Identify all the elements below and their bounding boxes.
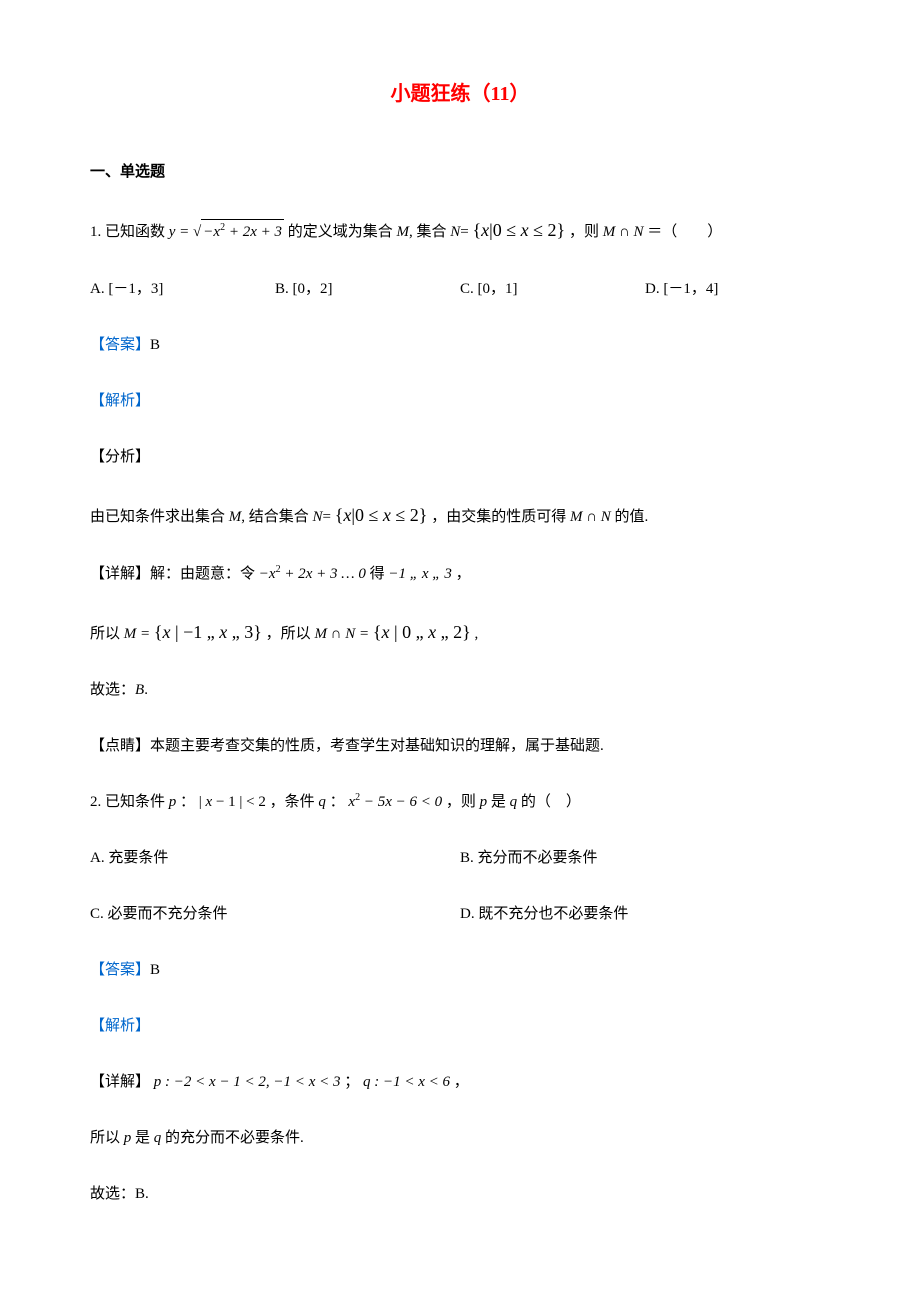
q1-detail-end1: ，: [456, 566, 471, 582]
q1-set: {x|0 ≤ x ≤ 2}: [473, 220, 566, 240]
q1-analysis-prefix: 由已知条件求出集合: [90, 509, 229, 525]
q1-detail-2: 所以 M = {x | −1 „ x „ 3} ，所以 M ∩ N = {x |…: [90, 618, 830, 647]
q2-l2-mid: 是: [135, 1130, 154, 1146]
q2-option-a: A. 充要条件: [90, 846, 460, 870]
q2-colon2: ：: [330, 794, 345, 810]
q2-cond-p: | x − 1 | < 2: [199, 794, 266, 810]
q1-dj-label: 【点睛】: [90, 738, 150, 754]
q1-mid1: 的定义域为集合: [288, 224, 397, 240]
q2-jiexi-label: 【解析】: [90, 1014, 830, 1038]
q2-detail-label: 【详解】: [90, 1074, 150, 1090]
q2-sep: ；: [344, 1074, 363, 1090]
q1-MN: M ∩ N: [603, 224, 644, 240]
q1-stem: 1. 已知函数 y = √−x2 + 2x + 3 的定义域为集合 M, 集合 …: [90, 216, 830, 245]
answer-label: 【答案】: [90, 337, 150, 353]
q2-l2-end: 的充分而不必要条件.: [165, 1130, 304, 1146]
q1-dj-text: 本题主要考查交集的性质，考查学生对基础知识的理解，属于基础题.: [150, 738, 604, 754]
q1-an-mid1: , 结合集合: [241, 509, 312, 525]
q1-line2-MN: M ∩ N =: [314, 626, 372, 642]
q2-option-c: C. 必要而不充分条件: [90, 902, 460, 926]
q1-analysis: 由已知条件求出集合 M, 结合集合 N= {x|0 ≤ x ≤ 2} ，由交集的…: [90, 501, 830, 530]
q1-comma: , 集合: [409, 224, 450, 240]
q1-concl-ans: B: [135, 682, 144, 698]
q1-M: M: [397, 224, 410, 240]
q1-detail-label: 【详解】解：由题意：令: [90, 566, 259, 582]
page-title: 小题狂练（11）: [90, 78, 830, 110]
q1-detail-expr2: −1 „ x „ 3: [388, 566, 451, 582]
q2-detail-end: ，: [454, 1074, 469, 1090]
y-eq: y =: [169, 224, 193, 240]
q1-fenxi-label: 【分析】: [90, 445, 830, 469]
q2-prefix: 2. 已知条件: [90, 794, 169, 810]
q2-answer-value: B: [150, 962, 160, 978]
q1-conclusion: 故选：B.: [90, 678, 830, 702]
q1-line2-mid: ，所以: [266, 626, 315, 642]
q2-answer-label: 【答案】: [90, 962, 150, 978]
q2-option-d: D. 既不充分也不必要条件: [460, 902, 830, 926]
q1-concl-dot: .: [144, 682, 148, 698]
q2-cond-q: x2 − 5x − 6 < 0: [348, 794, 442, 810]
q1-dianjing: 【点睛】本题主要考查交集的性质，考查学生对基础知识的理解，属于基础题.: [90, 734, 830, 758]
q1-concl-text: 故选：: [90, 682, 135, 698]
q2-line2: 所以 p 是 q 的充分而不必要条件.: [90, 1126, 830, 1150]
q1-detail-1: 【详解】解：由题意：令 −x2 + 2x + 3 … 0 得 −1 „ x „ …: [90, 562, 830, 586]
q2-mid1: ，条件: [270, 794, 319, 810]
q2-p2: p: [480, 794, 488, 810]
q2-l2-q: q: [154, 1130, 162, 1146]
q2-mid2: ，则: [446, 794, 480, 810]
q1-N: N: [450, 224, 460, 240]
q1-option-d: D. [－1，4]: [645, 277, 830, 301]
q2-detail-q: q : −1 < x < 6: [363, 1074, 450, 1090]
q1-an-set: {x|0 ≤ x ≤ 2}: [335, 505, 428, 525]
q1-line2-M: M =: [124, 626, 154, 642]
q1-option-b: B. [0，2]: [275, 277, 460, 301]
q2-detail: 【详解】 p : −2 < x − 1 < 2, −1 < x < 3 ； q …: [90, 1070, 830, 1094]
q2-mid3: 是: [491, 794, 510, 810]
q1-an-MN: M ∩ N: [570, 509, 611, 525]
q2-end: 的（ ）: [521, 794, 581, 810]
q1-an-N: N: [313, 509, 323, 525]
q1-option-c: C. [0，1]: [460, 277, 645, 301]
q2-colon1: ：: [180, 794, 195, 810]
q2-detail-p: p : −2 < x − 1 < 2, −1 < x < 3: [154, 1074, 341, 1090]
q1-detail-mid1: 得: [370, 566, 389, 582]
q1-detail-expr1: −x2 + 2x + 3 … 0: [259, 566, 366, 582]
section-heading: 一、单选题: [90, 160, 830, 184]
q2-options-row1: A. 充要条件 B. 充分而不必要条件: [90, 846, 830, 870]
q1-end: ＝（ ）: [647, 224, 722, 240]
q1-line2-set2: {x | 0 „ x „ 2}: [373, 622, 471, 642]
q2-conclusion: 故选：B.: [90, 1182, 830, 1206]
sqrt-content: −x2 + 2x + 3: [201, 219, 284, 244]
q2-p: p: [169, 794, 177, 810]
q1-jiexi-label: 【解析】: [90, 389, 830, 413]
q2-stem: 2. 已知条件 p ： | x − 1 | < 2 ，条件 q ： x2 − 5…: [90, 790, 830, 814]
q1-line2-prefix: 所以: [90, 626, 124, 642]
q2-q2: q: [510, 794, 518, 810]
q1-an-end: 的值.: [615, 509, 649, 525]
q1-mid2: ，则: [569, 224, 603, 240]
q1-answer: 【答案】B: [90, 333, 830, 357]
q1-answer-value: B: [150, 337, 160, 353]
q2-l2-p: p: [124, 1130, 132, 1146]
q1-options: A. [－1，3] B. [0，2] C. [0，1] D. [－1，4]: [90, 277, 830, 301]
q1-an-mid2: ，由交集的性质可得: [431, 509, 570, 525]
q2-answer: 【答案】B: [90, 958, 830, 982]
q2-option-b: B. 充分而不必要条件: [460, 846, 830, 870]
q1-line2-end: ,: [475, 626, 479, 642]
q2-q: q: [318, 794, 326, 810]
q1-function: y = √−x2 + 2x + 3: [169, 224, 288, 240]
q1-stem-prefix: 1. 已知函数: [90, 224, 169, 240]
q1-option-a: A. [－1，3]: [90, 277, 275, 301]
q2-l2-prefix: 所以: [90, 1130, 124, 1146]
q2-options-row2: C. 必要而不充分条件 D. 既不充分也不必要条件: [90, 902, 830, 926]
q1-line2-set1: {x | −1 „ x „ 3}: [154, 622, 262, 642]
q1-eq: =: [460, 224, 472, 240]
q1-an-M: M: [229, 509, 242, 525]
